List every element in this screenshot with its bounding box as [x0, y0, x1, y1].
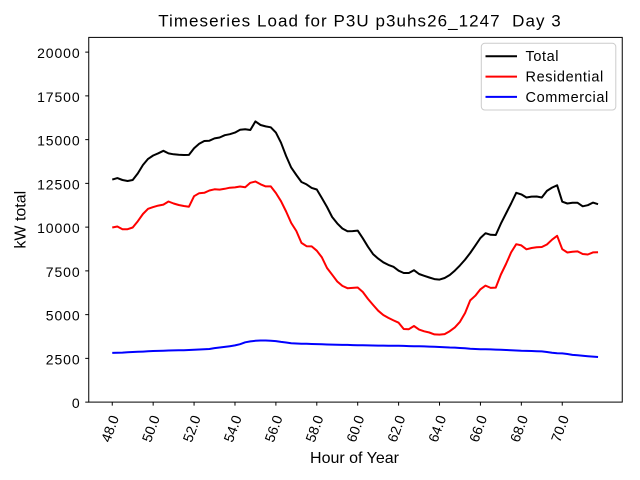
svg-text:7500: 7500 — [46, 264, 81, 280]
svg-text:0: 0 — [72, 395, 81, 411]
svg-text:15000: 15000 — [37, 133, 80, 149]
svg-text:12500: 12500 — [37, 176, 80, 192]
svg-text:Hour of Year: Hour of Year — [310, 450, 400, 467]
svg-text:Commercial: Commercial — [526, 90, 609, 106]
svg-text:Total: Total — [526, 49, 560, 65]
svg-text:Residential: Residential — [526, 70, 604, 86]
svg-text:17500: 17500 — [37, 89, 80, 105]
svg-text:20000: 20000 — [37, 45, 80, 61]
svg-text:10000: 10000 — [37, 220, 80, 236]
svg-text:Timeseries Load for P3U p3uhs2: Timeseries Load for P3U p3uhs26_1247 Day… — [158, 12, 562, 31]
svg-text:2500: 2500 — [46, 351, 81, 367]
svg-text:kW total: kW total — [13, 191, 30, 249]
svg-text:5000: 5000 — [46, 308, 81, 324]
